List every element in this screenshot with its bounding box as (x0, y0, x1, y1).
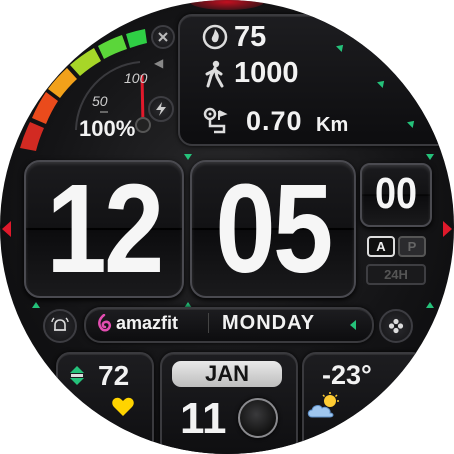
settings-dial-icon[interactable] (151, 25, 175, 49)
steps-row[interactable]: 1000 (200, 57, 420, 93)
calories-icon (202, 24, 228, 50)
amazfit-logo: amazfit (96, 311, 178, 335)
heart-rate-value: 72 (98, 360, 130, 391)
partly-cloudy-icon (307, 392, 339, 418)
calories-row[interactable]: 75 (200, 20, 420, 56)
heart-rate-trend-icon (70, 366, 84, 385)
temperature-value: -23° (322, 360, 372, 390)
seconds-flip-card: 00 (360, 163, 432, 227)
distance-unit: Km (316, 114, 349, 136)
gauge-seg-5 (98, 35, 127, 59)
heart-icon (112, 397, 134, 416)
am-indicator: A (367, 236, 395, 257)
format-24h-indicator: 24H (366, 264, 426, 285)
seconds-top-marker (426, 154, 434, 160)
hours-top-marker (184, 154, 192, 160)
moon-phase-icon (238, 398, 278, 438)
battery-percent: 100% (79, 116, 136, 141)
chevron-left-icon: ◀ (154, 56, 164, 70)
day-number: 11 (180, 394, 227, 443)
stats-panel (178, 14, 454, 146)
steps-value: 1000 (234, 57, 299, 89)
minutes-digits: 05 (215, 160, 333, 298)
month-label: JAN (204, 361, 249, 386)
amazfit-mark-icon (98, 314, 112, 332)
pm-indicator: P (398, 236, 426, 257)
gauge-label-100: 100 (124, 70, 148, 86)
calories-value: 75 (234, 21, 267, 53)
walking-person-icon (205, 60, 224, 88)
bottom-mid-marker (184, 302, 192, 308)
apps-button[interactable] (379, 309, 413, 343)
weekday-label: MONDAY (222, 312, 316, 334)
weekday-indicator (350, 320, 356, 330)
bottom-right-marker (426, 302, 434, 308)
top-red-glow (190, 0, 264, 10)
brand-day-bar (84, 307, 374, 343)
battery-gauge-segments (20, 29, 147, 151)
heart-rate-panel[interactable] (56, 352, 154, 454)
gauge-seg-1 (20, 122, 44, 151)
flower-apps-icon (388, 318, 404, 334)
alarm-bell-icon (51, 317, 69, 331)
month-pill (172, 361, 282, 387)
seconds-digits: 00 (374, 169, 418, 218)
hours-flip-card: 12 (24, 160, 184, 298)
distance-value: 0.70 (246, 106, 303, 136)
gauge-seg-6 (126, 29, 147, 48)
distance-row[interactable]: 0.70 Km (200, 103, 440, 139)
alarm-button[interactable] (43, 309, 77, 343)
amazfit-logo-text: amazfit (116, 312, 179, 333)
right-red-marker (443, 221, 452, 237)
brand-divider (208, 313, 209, 333)
bottom-left-marker (32, 302, 40, 308)
hours-digits: 12 (46, 160, 164, 298)
gauge-seg-3 (48, 68, 77, 98)
gauge-seg-4 (70, 48, 101, 76)
distance-route-icon (203, 107, 228, 134)
charging-bolt-icon (148, 96, 174, 122)
gauge-seg-2 (32, 92, 58, 124)
weather-panel[interactable] (302, 352, 426, 454)
battery-needle (140, 74, 145, 126)
left-red-marker (2, 221, 11, 237)
gauge-label-50: 50 (92, 93, 108, 109)
minutes-flip-card: 05 (190, 160, 356, 298)
